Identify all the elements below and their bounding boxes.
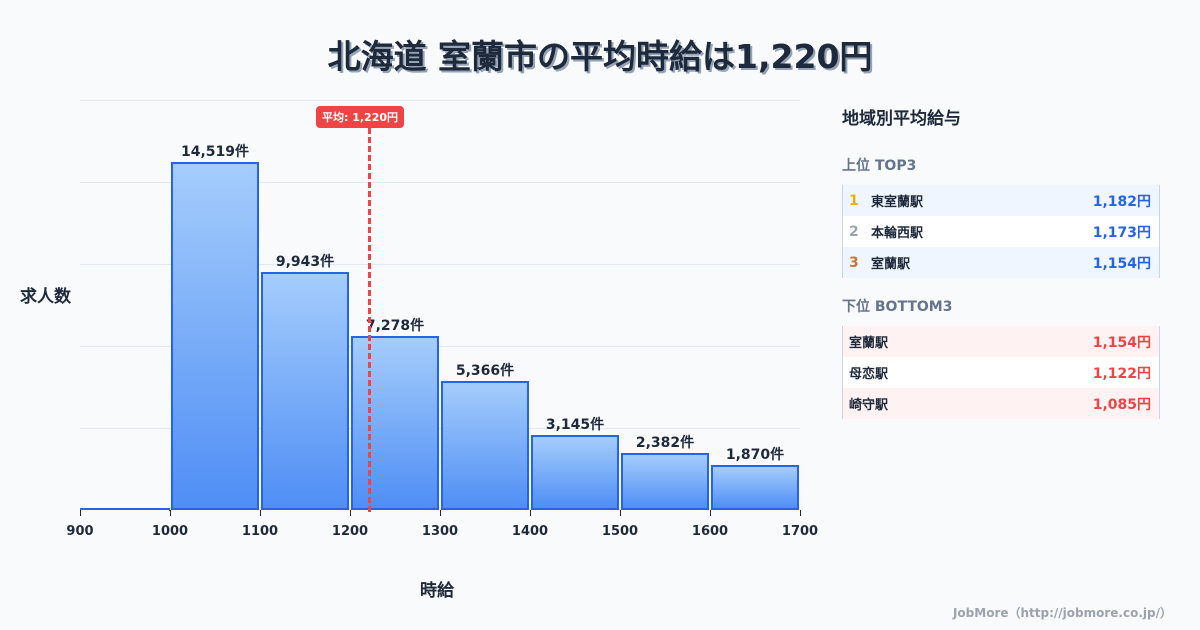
x-tick-label: 1500	[601, 524, 639, 539]
bottom3-list: 室蘭駅 1,154円 母恋駅 1,122円 崎守駅 1,085円	[842, 326, 1160, 419]
bar-value-label: 9,943件	[275, 253, 335, 270]
histogram-bar	[621, 452, 709, 510]
station-name: 室蘭駅	[849, 336, 889, 351]
list-item: 3 室蘭駅 1,154円	[843, 247, 1159, 278]
x-tick-label: 1300	[421, 524, 459, 539]
list-item: 室蘭駅 1,154円	[843, 326, 1159, 357]
top3-heading: 上位 TOP3	[842, 158, 917, 174]
bar-value-label: 7,278件	[365, 317, 425, 334]
mean-line	[368, 128, 371, 512]
bar-value-label: 1,870件	[725, 447, 785, 464]
x-tick	[800, 510, 801, 516]
y-axis-label: 求人数	[20, 287, 71, 307]
x-tick	[80, 510, 81, 516]
histogram-bar-empty	[80, 508, 170, 511]
histogram-bar	[441, 381, 529, 510]
rank-number: 2	[849, 223, 859, 240]
x-tick	[440, 510, 441, 516]
station-wage: 1,182円	[1092, 193, 1151, 210]
bar-value-label: 3,145件	[545, 416, 605, 433]
histogram-chart: 14,519件 9,943件 7,278件 5,366件 3,145件 2,382件 1,8…	[20, 100, 818, 601]
station-wage: 1,154円	[1092, 255, 1151, 272]
station-name: 本輪西駅	[871, 226, 924, 241]
gridline	[80, 182, 800, 183]
x-tick	[710, 510, 711, 516]
station-name: 崎守駅	[849, 398, 889, 413]
gridline	[80, 346, 800, 347]
x-tick-label: 1400	[511, 524, 549, 539]
x-tick-label: 1600	[691, 524, 729, 539]
histogram-bar	[261, 271, 349, 510]
station-wage: 1,122円	[1092, 365, 1151, 382]
histogram-bar	[531, 434, 619, 510]
rank-number: 1	[849, 192, 859, 209]
bar-value-label: 5,366件	[455, 363, 515, 380]
histogram-bar	[351, 335, 439, 510]
x-tick	[530, 510, 531, 516]
bar-value-label: 2,382件	[635, 434, 695, 451]
x-tick-label: 1200	[331, 524, 369, 539]
top3-list: 1 東室蘭駅 1,182円 2 本輪西駅 1,173円 3 室蘭駅 1,154円	[842, 185, 1160, 278]
rank-number: 3	[849, 254, 859, 271]
x-tick-label: 900	[66, 524, 94, 539]
x-tick	[350, 510, 351, 516]
x-tick-label: 1000	[151, 524, 189, 539]
x-tick	[170, 510, 171, 516]
footer-credit: JobMore（http://jobmore.co.jp/）	[952, 606, 1172, 620]
x-tick	[620, 510, 621, 516]
page-title: 北海道 室蘭市の平均時給は1,220円	[327, 37, 873, 76]
bar-value-label: 14,519件	[180, 144, 250, 160]
histogram-bar	[711, 465, 799, 510]
list-item: 崎守駅 1,085円	[843, 388, 1159, 419]
regional-salary-panel: 地域別平均給与 上位 TOP3 1 東室蘭駅 1,182円 2 本輪西駅 1,1…	[842, 104, 1162, 437]
list-item: 2 本輪西駅 1,173円	[843, 216, 1159, 247]
list-item: 1 東室蘭駅 1,182円	[843, 185, 1159, 216]
panel-title: 地域別平均給与	[842, 109, 961, 129]
station-wage: 1,085円	[1092, 396, 1151, 413]
station-name: 東室蘭駅	[871, 195, 924, 210]
x-tick-label: 1100	[241, 524, 279, 539]
gridline	[80, 264, 800, 265]
gridline	[80, 100, 800, 101]
station-name: 室蘭駅	[871, 257, 911, 272]
x-tick	[260, 510, 261, 516]
station-wage: 1,154円	[1092, 334, 1151, 351]
bottom3-heading: 下位 BOTTOM3	[842, 299, 953, 315]
x-tick-label: 1700	[781, 524, 819, 539]
list-item: 母恋駅 1,122円	[843, 357, 1159, 388]
station-name: 母恋駅	[849, 367, 889, 382]
mean-badge: 平均: 1,220円	[316, 106, 405, 128]
histogram-bar	[171, 162, 259, 510]
x-axis-label: 時給	[420, 581, 454, 601]
station-wage: 1,173円	[1092, 224, 1151, 241]
gridline	[80, 428, 800, 429]
